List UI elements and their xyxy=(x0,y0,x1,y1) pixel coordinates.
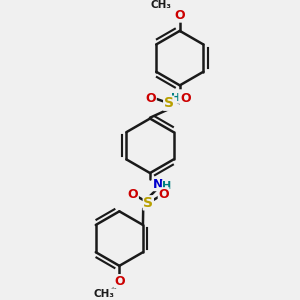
Text: H: H xyxy=(171,93,180,103)
Text: O: O xyxy=(146,92,156,105)
Text: N: N xyxy=(179,90,189,103)
Text: O: O xyxy=(180,92,191,105)
Text: S: S xyxy=(164,96,174,110)
Text: O: O xyxy=(175,9,185,22)
Text: CH₃: CH₃ xyxy=(151,0,172,10)
Text: O: O xyxy=(114,274,125,288)
Text: N: N xyxy=(152,178,163,190)
Text: H: H xyxy=(162,181,172,191)
Text: S: S xyxy=(143,196,153,210)
Text: O: O xyxy=(158,188,169,201)
Text: O: O xyxy=(128,188,138,201)
Text: CH₃: CH₃ xyxy=(94,289,115,299)
